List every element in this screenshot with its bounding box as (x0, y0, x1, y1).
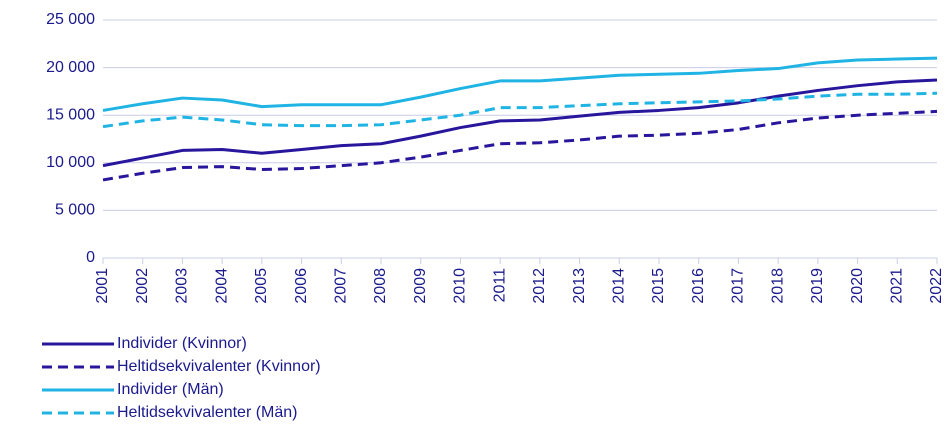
x-tick-label: 2007 (333, 268, 350, 304)
series-line (102, 109, 938, 182)
legend-label: Heltidsekvivalenter (Män) (117, 404, 298, 421)
x-tick-label: 2008 (372, 268, 389, 304)
x-tick-label: 2002 (134, 268, 151, 304)
x-tick-label: 2020 (849, 268, 866, 304)
series-line (102, 91, 938, 129)
x-tick-label: 2010 (452, 268, 469, 304)
x-tick-label: 2004 (213, 268, 230, 304)
y-tick-label: 20 000 (46, 59, 95, 76)
legend-label: Individer (Kvinnor) (117, 335, 247, 352)
x-tick-label: 2018 (769, 268, 786, 304)
x-tick-label: 2014 (611, 268, 628, 304)
y-tick-label: 15 000 (46, 106, 95, 123)
x-tick-label: 2016 (690, 268, 707, 304)
series-line (102, 56, 938, 112)
x-tick-label: 2001 (94, 268, 111, 304)
x-tick-label: 2022 (928, 268, 945, 304)
x-tick-label: 2013 (571, 268, 588, 304)
y-tick-label: 25 000 (46, 11, 95, 28)
x-tick-label: 2021 (889, 268, 906, 304)
legend-label: Individer (Män) (117, 381, 224, 398)
x-tick-label: 2009 (412, 268, 429, 304)
legend-label: Heltidsekvivalenter (Kvinnor) (117, 358, 321, 375)
x-tick-label: 2012 (531, 268, 548, 304)
x-tick-label: 2006 (293, 268, 310, 304)
y-tick-label: 0 (86, 249, 95, 266)
x-tick-label: 2005 (253, 268, 270, 304)
x-tick-label: 2011 (491, 268, 508, 303)
x-tick-label: 2019 (809, 268, 826, 304)
x-tick-label: 2017 (730, 268, 747, 304)
x-tick-label: 2003 (174, 268, 191, 304)
x-tick-label: 2015 (650, 268, 667, 304)
series-line (102, 78, 938, 168)
y-tick-label: 10 000 (46, 154, 95, 171)
y-tick-label: 5 000 (55, 202, 95, 219)
